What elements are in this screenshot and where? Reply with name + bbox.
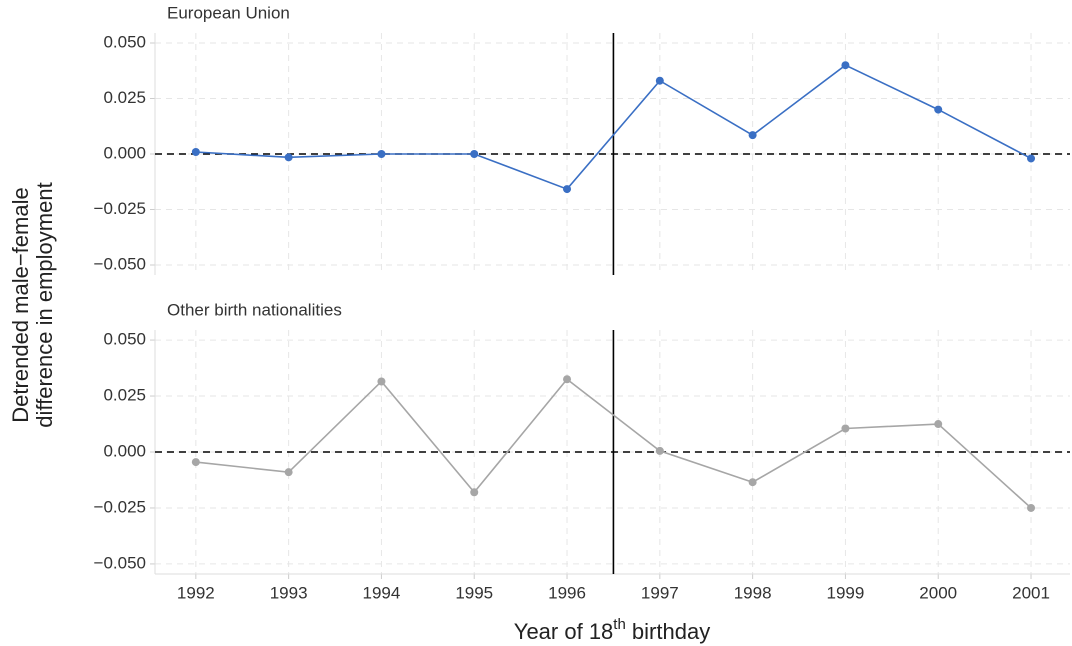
y-axis-title: difference in employment bbox=[32, 182, 57, 427]
point bbox=[748, 478, 757, 487]
point bbox=[655, 446, 664, 455]
y-tick-label: −0.050 bbox=[94, 553, 146, 572]
point bbox=[191, 458, 200, 467]
y-tick-label: 0.025 bbox=[103, 88, 146, 107]
point bbox=[841, 61, 850, 70]
x-axis-title-part: Year of 18 bbox=[514, 619, 614, 644]
point bbox=[284, 153, 293, 162]
y-tick-label: −0.025 bbox=[94, 199, 146, 218]
x-tick-label: 1995 bbox=[455, 583, 493, 602]
series-line bbox=[195, 64, 1032, 191]
panel-title: Other birth nationalities bbox=[167, 300, 342, 319]
y-tick-label: 0.025 bbox=[103, 386, 146, 405]
x-tick-label: 1996 bbox=[548, 583, 586, 602]
x-axis-title: Year of 18th birthday bbox=[514, 616, 710, 644]
point bbox=[934, 105, 943, 114]
y-tick-label: −0.025 bbox=[94, 497, 146, 516]
series-line bbox=[195, 378, 1032, 509]
point bbox=[841, 424, 850, 433]
x-tick-label: 2000 bbox=[919, 583, 957, 602]
point bbox=[1027, 154, 1036, 163]
y-tick-label: 0.000 bbox=[103, 441, 146, 460]
y-tick-label: 0.000 bbox=[103, 143, 146, 162]
point bbox=[934, 420, 943, 429]
point bbox=[655, 76, 664, 85]
point bbox=[748, 131, 757, 140]
x-axis-title-sup: th bbox=[613, 616, 626, 633]
point bbox=[377, 150, 386, 158]
point bbox=[191, 148, 200, 157]
point bbox=[470, 150, 479, 158]
x-axis-title-part: birthday bbox=[626, 619, 710, 644]
point bbox=[377, 377, 386, 386]
point bbox=[563, 375, 572, 384]
point bbox=[470, 488, 479, 497]
x-tick-label: 1999 bbox=[827, 583, 865, 602]
x-tick-label: 1998 bbox=[734, 583, 772, 602]
x-tick-label: 1993 bbox=[270, 583, 308, 602]
y-tick-label: −0.050 bbox=[94, 254, 146, 273]
x-tick-label: 2001 bbox=[1012, 583, 1050, 602]
x-tick-label: 1994 bbox=[363, 583, 401, 602]
y-tick-label: 0.050 bbox=[103, 32, 146, 51]
point bbox=[1027, 503, 1036, 512]
panel-title: European Union bbox=[167, 3, 290, 22]
y-tick-label: 0.050 bbox=[103, 330, 146, 349]
point bbox=[563, 185, 572, 194]
x-tick-label: 1997 bbox=[641, 583, 679, 602]
x-tick-label: 1992 bbox=[177, 583, 215, 602]
point bbox=[284, 468, 293, 477]
y-axis-title: Detrended male−female bbox=[8, 187, 33, 422]
